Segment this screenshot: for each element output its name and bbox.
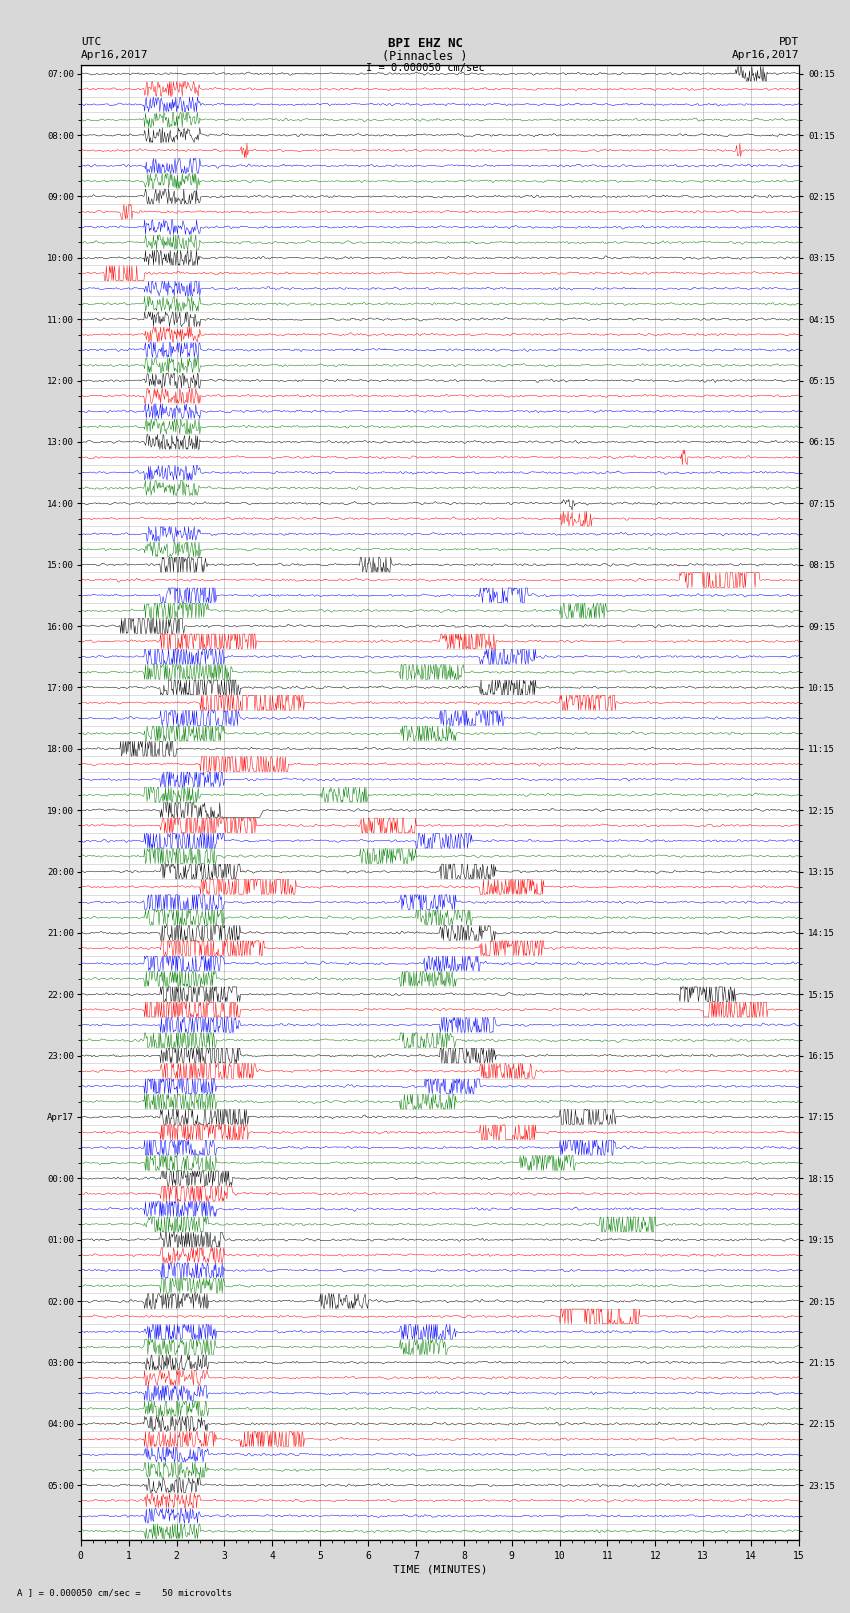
Text: (Pinnacles ): (Pinnacles ) (382, 50, 468, 63)
Text: Apr16,2017: Apr16,2017 (81, 50, 148, 60)
Text: A ] = 0.000050 cm/sec =    50 microvolts: A ] = 0.000050 cm/sec = 50 microvolts (17, 1587, 232, 1597)
Text: Apr16,2017: Apr16,2017 (732, 50, 799, 60)
Text: I = 0.000050 cm/sec: I = 0.000050 cm/sec (366, 63, 484, 73)
Text: BPI EHZ NC: BPI EHZ NC (388, 37, 462, 50)
Text: PDT: PDT (779, 37, 799, 47)
X-axis label: TIME (MINUTES): TIME (MINUTES) (393, 1565, 487, 1574)
Text: UTC: UTC (81, 37, 101, 47)
